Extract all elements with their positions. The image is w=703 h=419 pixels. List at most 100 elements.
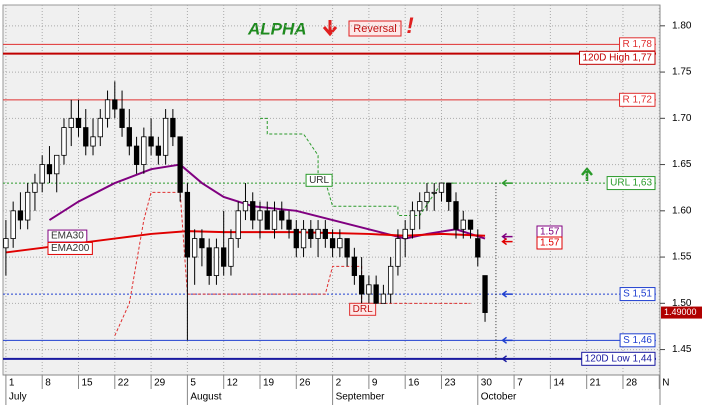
- plot-area: [2, 4, 661, 376]
- x-tick-label: 7: [517, 378, 523, 389]
- candle-body: [206, 247, 212, 276]
- x-tick-label: 23: [444, 378, 456, 389]
- line-label-box: [47, 241, 93, 255]
- candle-body: [155, 145, 162, 156]
- candle-body: [104, 99, 111, 119]
- candle-body: [358, 275, 365, 295]
- candle-body: [293, 228, 299, 249]
- y-tick-label: 1.60: [672, 205, 692, 216]
- candle-body: [97, 117, 103, 138]
- month-label: August: [190, 392, 221, 403]
- candle-body: [235, 210, 241, 239]
- signal-label: Reversal: [353, 23, 396, 35]
- candle-body: [308, 228, 314, 239]
- signal-box: [348, 20, 402, 37]
- x-tick-label: 5: [190, 378, 196, 389]
- candle-body: [373, 284, 379, 304]
- candle-body: [213, 247, 220, 276]
- candle-body: [68, 117, 74, 128]
- month-label: September: [336, 392, 386, 403]
- candle-body: [402, 228, 408, 239]
- candle-body: [315, 228, 321, 239]
- end-value-label: 1.57: [540, 238, 560, 249]
- level-label-box: [619, 287, 656, 302]
- level-label-group: 120D Low 1,44: [581, 351, 656, 366]
- candle-body: [25, 191, 31, 221]
- candle-body: [344, 238, 350, 258]
- last-price-label: 1.49000: [664, 307, 697, 317]
- candle-body: [467, 219, 474, 230]
- x-tick-label: 22: [118, 378, 130, 389]
- candle-body: [388, 265, 394, 295]
- chart-title: ALPHA: [247, 19, 307, 38]
- line-label-group: EMA30: [47, 229, 88, 243]
- level-label-group: 120D High 1,77: [579, 50, 656, 65]
- x-tick-label: 26: [299, 378, 311, 389]
- candle-body: [475, 238, 481, 258]
- level-label-box: [581, 351, 656, 366]
- candle-body: [162, 117, 169, 156]
- x-tick-label: 1: [9, 378, 15, 389]
- candle-body: [177, 136, 183, 193]
- line-label-box: [349, 302, 377, 316]
- x-tick-label: 29: [154, 378, 166, 389]
- end-value-box: [536, 236, 563, 250]
- level-label: 120D Low 1,44: [585, 353, 653, 364]
- alert-mark: !: [406, 13, 413, 38]
- candle-body: [133, 145, 140, 165]
- candle-body: [46, 164, 53, 175]
- level-label: S 1,51: [623, 289, 652, 300]
- level-label: S 1,46: [623, 335, 652, 346]
- candle-body: [148, 136, 154, 147]
- month-label: July: [9, 392, 27, 403]
- candle-body: [279, 210, 285, 221]
- line-label-box: [305, 173, 333, 187]
- candle-body: [271, 210, 278, 230]
- line-label: URL: [309, 175, 329, 186]
- x-tick-label: N: [662, 378, 669, 389]
- level-label-box: [619, 333, 656, 348]
- candle-body: [366, 284, 372, 295]
- level-label-group: R 1,78: [619, 37, 656, 52]
- candle-body: [453, 201, 459, 230]
- candle-body: [192, 238, 198, 258]
- candle-body: [417, 201, 423, 212]
- candle-body: [112, 99, 118, 110]
- candle-body: [228, 238, 234, 267]
- level-label-box: [606, 176, 656, 191]
- candle-body: [300, 228, 307, 249]
- end-arrow: [501, 237, 513, 246]
- x-tick-label: 2: [336, 378, 342, 389]
- y-tick-label: 1.70: [672, 113, 692, 124]
- candle-body: [54, 154, 60, 175]
- level-arrow: [501, 290, 513, 298]
- line-label: DRL: [353, 304, 373, 315]
- candle-body: [438, 182, 445, 193]
- x-tick-label: 19: [263, 378, 275, 389]
- x-tick-label: 16: [408, 378, 420, 389]
- candle-body: [199, 238, 205, 249]
- level-label-box: [619, 92, 656, 107]
- candle-body: [286, 219, 292, 230]
- candle-body: [351, 256, 358, 276]
- level-arrow: [501, 179, 513, 187]
- candle-body: [90, 136, 96, 147]
- level-arrow: [501, 355, 513, 363]
- candle-body: [119, 108, 125, 128]
- candle-body: [126, 127, 132, 147]
- line-label-group: EMA200: [47, 241, 93, 255]
- level-label: R 1,72: [623, 94, 653, 105]
- y-tick-label: 1.50: [672, 298, 692, 309]
- candle-body: [141, 136, 147, 165]
- candle-body: [446, 182, 452, 202]
- candle-body: [337, 238, 343, 249]
- level-label-group: S 1,51: [619, 287, 656, 302]
- candle-body: [482, 275, 488, 313]
- x-tick-label: 14: [553, 378, 565, 389]
- candle-body: [83, 127, 89, 147]
- candle-body: [380, 293, 387, 304]
- candle-body: [39, 164, 45, 184]
- candle-body: [409, 210, 416, 230]
- line-label-group: URL: [305, 173, 333, 187]
- x-tick-label: 12: [227, 378, 239, 389]
